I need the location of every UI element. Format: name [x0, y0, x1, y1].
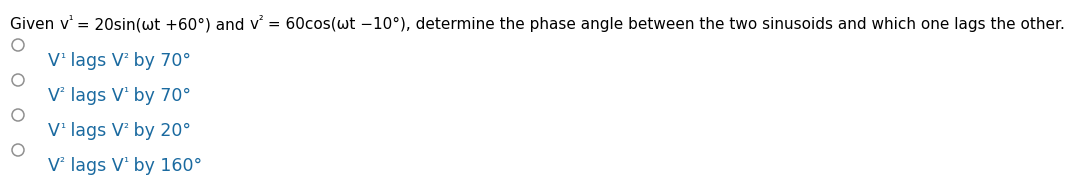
Text: = 60cos(ωt −10°), determine the phase angle between the two sinusoids and which : = 60cos(ωt −10°), determine the phase an…	[263, 17, 1065, 32]
Text: V: V	[48, 157, 60, 175]
Text: v: v	[59, 17, 68, 32]
Text: ₂: ₂	[60, 82, 65, 96]
Text: lags V: lags V	[65, 87, 124, 105]
Text: lags V: lags V	[65, 122, 124, 140]
Text: V: V	[48, 122, 60, 140]
Text: ₂: ₂	[124, 117, 128, 131]
Text: Given: Given	[10, 17, 59, 32]
Text: ₁: ₁	[124, 153, 128, 165]
Text: V: V	[48, 87, 60, 105]
Text: ₁: ₁	[60, 48, 65, 60]
Text: ₁: ₁	[60, 117, 65, 131]
Text: ₂: ₂	[60, 153, 65, 165]
Text: v: v	[250, 17, 259, 32]
Text: by 70°: by 70°	[128, 87, 191, 105]
Text: ₁: ₁	[124, 82, 128, 96]
Text: by 20°: by 20°	[128, 122, 191, 140]
Text: ₂: ₂	[124, 48, 128, 60]
Text: V: V	[48, 52, 60, 70]
Text: ₁: ₁	[68, 13, 73, 22]
Text: by 160°: by 160°	[128, 157, 203, 175]
Text: lags V: lags V	[65, 52, 124, 70]
Text: ₂: ₂	[259, 13, 263, 22]
Text: = 20sin(ωt +60°) and: = 20sin(ωt +60°) and	[73, 17, 250, 32]
Text: by 70°: by 70°	[128, 52, 191, 70]
Text: lags V: lags V	[65, 157, 124, 175]
